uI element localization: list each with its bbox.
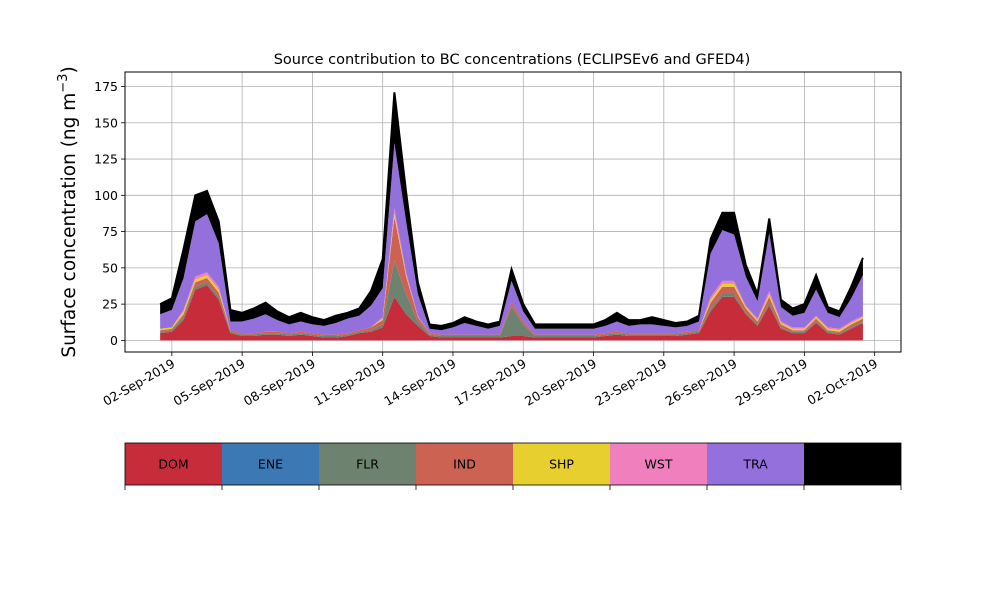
plot-frame [124,71,902,353]
legend-swatch-ind [416,443,513,485]
legend-swatch-wst [610,443,707,485]
y-tick-label: 100 [94,188,118,203]
legend-label-dom: DOM [158,457,188,472]
legend-swatch-shp [513,443,610,485]
y-tick-label: 50 [102,260,118,275]
legend-label-bb: BB [844,457,861,472]
x-tick-label: 08-Sep-2019 [241,356,318,409]
legend-label-wst: WST [645,457,673,472]
chart-title: Source contribution to BC concentrations… [274,52,751,68]
y-tick-label: 175 [94,79,118,94]
legend-swatch-ene [222,443,319,485]
legend-swatch-bb [804,443,901,485]
x-tick-label: 05-Sep-2019 [171,356,248,409]
y-tick-label: 75 [102,224,118,239]
area-dom [160,285,863,341]
plot-areas [159,92,864,341]
area-flr [160,260,863,338]
x-tick-label: 14-Sep-2019 [381,356,458,409]
area-tra [160,143,863,335]
total-outline [159,92,864,327]
x-tick-label: 17-Sep-2019 [452,356,529,409]
y-tick-label: 125 [94,152,118,167]
y-tick-label: 150 [94,115,118,130]
x-tick-label: 20-Sep-2019 [522,356,599,409]
legend-swatch-flr [319,443,416,485]
x-tick-label: 29-Sep-2019 [733,356,810,409]
x-tick-label: 02-Sep-2019 [100,356,177,409]
y-tick-label: 25 [102,297,118,312]
x-tick-label: 26-Sep-2019 [663,356,740,409]
y-axis-label-exponent: −3 [56,74,71,93]
y-axis-label-close: ) [59,66,80,73]
legend-label-tra: TRA [742,457,768,472]
x-tick-label: 11-Sep-2019 [311,356,388,409]
legend-swatch-dom [125,443,222,485]
x-tick-label: 02-Oct-2019 [804,356,880,408]
legend-label-ene: ENE [258,457,283,472]
x-tick-label: 23-Sep-2019 [592,356,669,409]
legend-label-ind: IND [453,457,476,472]
legend-swatch-tra [707,443,804,485]
legend-label-shp: SHP [549,457,574,472]
y-axis-label: Surface concentration (ng m−3) [56,66,80,357]
x-axis: 02-Sep-201905-Sep-201908-Sep-201911-Sep-… [100,352,880,409]
y-tick-label: 0 [110,333,118,348]
legend-label-flr: FLR [356,457,379,472]
y-axis: 0 25 50 75 100 125 150 175 [94,79,125,348]
colorbar-legend: DOM ENE FLR IND SHP WST TRA BB [124,442,902,490]
